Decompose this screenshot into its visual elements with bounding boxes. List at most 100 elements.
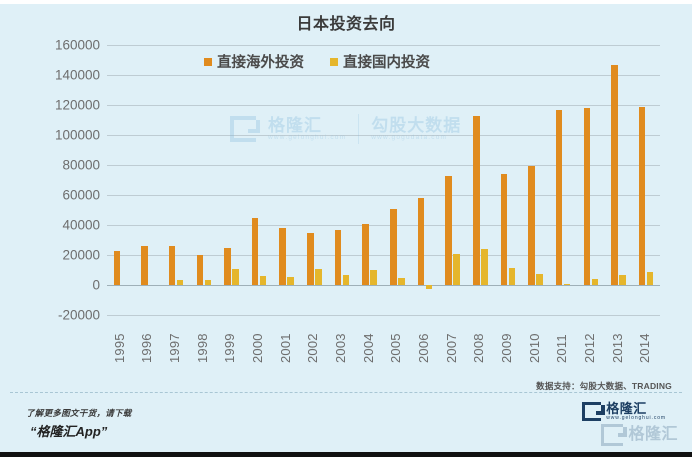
bar-2009-outbound[interactable] [500,174,508,285]
x-axis-tick-label: 1995 [111,333,127,363]
y-axis-tick-label: 20000 [62,247,100,263]
footer-brand-name: 格隆汇 [606,401,647,417]
bar-1995-outbound[interactable] [113,251,121,285]
legend-item-outbound[interactable]: 直接海外投资 [204,51,304,72]
x-axis-tick-label: 2006 [415,333,431,363]
bar-2010-outbound[interactable] [528,165,535,285]
bar-1996-outbound[interactable] [141,246,148,285]
bar-2013-inbound[interactable] [619,274,626,285]
bar-1999-outbound[interactable] [224,248,231,285]
footer-brand-ghost-text: 格隆汇 [628,425,678,444]
legend-swatch-inbound [330,57,338,66]
chart-legend: 直接海外投资 直接国内投资 [204,51,430,72]
zero-axis-line [107,285,660,286]
legend-label-inbound: 直接国内投资 [343,55,430,71]
x-axis-tick-label: 1998 [194,333,210,363]
bar-2003-inbound[interactable] [342,275,350,285]
footer-divider [10,392,682,394]
bar-1997-outbound[interactable] [168,246,176,285]
gridline [107,75,660,76]
bar-1998-outbound[interactable] [196,255,204,285]
gridline [107,225,660,226]
source-note: 数据支持：勾股大数据、TRADING [536,381,672,391]
gridline [107,135,660,136]
bar-2004-outbound[interactable] [362,223,369,285]
bar-2001-outbound[interactable] [279,228,286,285]
x-axis-tick-label: 2001 [277,333,293,363]
bar-2010-inbound[interactable] [536,273,543,285]
x-axis-tick-label: 2002 [305,333,321,363]
y-axis-tick-label: 60000 [62,187,100,203]
y-axis-tick-label: 140000 [54,67,100,83]
bar-2004-inbound[interactable] [370,270,377,285]
bar-2006-inbound[interactable] [425,285,433,289]
footer-brand-text: 格隆汇 www.gelonghui.com [606,402,666,421]
y-axis-ticks: 160000 140000 120000 100000 80000 60000 40000 2… [8,4,100,394]
bar-2012-outbound[interactable] [583,108,591,285]
x-axis-tick-label: 2014 [637,333,653,363]
bar-2008-inbound[interactable] [481,249,488,285]
gridline [107,165,660,166]
bar-1997-inbound[interactable] [176,280,184,285]
page-footer: 了解更多图文干货，请下载 “格隆汇App” 格隆汇 www.gelonghui.… [0,396,692,452]
bar-2003-outbound[interactable] [334,229,342,285]
footer-brand-url: www.gelonghui.com [606,414,666,421]
gelonghui-logo-icon [582,402,605,421]
bar-1998-inbound[interactable] [204,279,212,285]
bar-2014-outbound[interactable] [638,106,646,285]
gridline [107,45,660,46]
chart-title: 日本投资去向 [296,16,396,33]
y-axis-tick-label: 120000 [54,97,100,113]
bar-2005-outbound[interactable] [390,208,397,285]
footer-app-name: “格隆汇App” [30,424,108,439]
bar-2005-inbound[interactable] [398,277,405,285]
bar-2002-inbound[interactable] [315,268,322,285]
x-axis-tick-label: 2008 [471,333,487,363]
y-axis-tick-label: -20000 [57,307,100,323]
x-axis-tick-label: 2010 [526,333,542,363]
legend-item-inbound[interactable]: 直接国内投资 [330,51,430,72]
bar-2002-outbound[interactable] [307,232,314,285]
x-axis-tick-label: 1996 [139,333,155,363]
x-axis-tick-label: 2011 [554,334,570,363]
x-axis-tick-label: 2012 [581,333,597,363]
plot-area [107,45,660,316]
y-axis-tick-label: 0 [92,277,100,293]
x-axis-tick-label: 1997 [167,333,183,363]
footer-brand-ghost-name: 格隆汇 [628,425,678,443]
y-axis-tick-label: 100000 [54,127,100,143]
x-axis-tick-label: 2009 [498,333,514,363]
footer-promo-line: 了解更多图文干货，请下载 [26,408,132,418]
footer-brand-logo-watermark: 格隆汇 [601,424,678,446]
gridline [107,315,660,316]
bar-2009-inbound[interactable] [508,267,516,285]
footer-brand-logo: 格隆汇 www.gelonghui.com [582,402,666,421]
legend-swatch-outbound [204,57,212,66]
plot-wrapper: 160000 140000 120000 100000 80000 60000 40000 2… [8,4,684,394]
bar-2007-inbound[interactable] [453,253,460,285]
bar-2008-outbound[interactable] [473,115,480,285]
bar-2012-inbound[interactable] [591,279,599,285]
bar-1999-inbound[interactable] [232,269,239,285]
x-axis-tick-label: 2000 [250,333,266,363]
gelonghui-logo-icon [601,424,627,446]
top-border [0,0,692,4]
y-axis-tick-label: 80000 [62,157,100,173]
gridline [107,255,660,256]
chart-card: 日本投资去向 格隆汇 www.gelonghui.com 勾股大数据 www.g… [8,4,684,394]
bar-2011-inbound[interactable] [563,284,571,286]
bar-2006-outbound[interactable] [417,198,425,285]
bar-2000-outbound[interactable] [251,217,259,285]
x-axis-tick-label: 2013 [609,333,625,363]
x-axis-ticks: 1995 1996 1997 1998 1999 2000 2001 2002 2003 2004… [107,316,660,371]
bar-2014-inbound[interactable] [646,271,654,285]
bar-2007-outbound[interactable] [445,175,452,285]
y-axis-tick-label: 160000 [54,37,100,53]
bar-2011-outbound[interactable] [555,109,563,285]
bar-2001-inbound[interactable] [287,276,294,285]
x-axis-tick-label: 2003 [333,333,349,363]
bar-2013-outbound[interactable] [611,64,618,285]
x-axis-tick-label: 1999 [222,333,238,363]
bar-2000-inbound[interactable] [259,276,267,285]
